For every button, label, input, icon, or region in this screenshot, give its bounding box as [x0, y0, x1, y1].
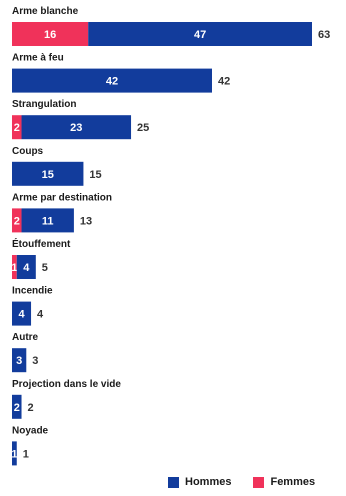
- bar-hommes-arme-a-feu: [12, 68, 212, 93]
- data-label-hommes-noyade: 1: [11, 448, 17, 460]
- bar-hommes-arme-par-destination: [21, 208, 74, 233]
- category-label-arme-par-destination: Arme par destination: [12, 192, 112, 203]
- bar-hommes-projection-dans-le-vide: [12, 394, 22, 419]
- legend-item-hommes: Hommes: [168, 476, 231, 488]
- legend: Hommes Femmes: [168, 476, 337, 488]
- bar-femmes-arme-par-destination: [12, 208, 22, 233]
- bar-hommes-strangulation: [21, 115, 132, 140]
- total-label-arme-blanche: 63: [318, 29, 330, 41]
- total-label-etouffement: 5: [42, 262, 48, 274]
- total-label-arme-par-destination: 13: [80, 215, 92, 227]
- legend-label-hommes: Hommes: [185, 476, 232, 488]
- total-label-autre: 3: [32, 355, 38, 367]
- bar-hommes-etouffement: [16, 255, 36, 279]
- data-label-femmes-arme-par-destination: 2: [14, 215, 20, 227]
- data-label-femmes-strangulation: 2: [14, 122, 20, 134]
- data-label-hommes-autre: 3: [16, 355, 22, 367]
- total-label-projection-dans-le-vide: 2: [28, 402, 34, 414]
- legend-label-femmes: Femmes: [270, 476, 316, 488]
- category-label-arme-blanche: Arme blanche: [12, 6, 79, 17]
- category-label-autre: Autre: [12, 332, 39, 343]
- bar-hommes-coups: [12, 161, 84, 186]
- legend-swatch-hommes: [168, 476, 179, 488]
- total-label-incendie: 4: [37, 309, 44, 321]
- bar-hommes-arme-blanche: [88, 22, 312, 46]
- category-label-coups: Coups: [12, 146, 44, 157]
- data-label-femmes-etouffement: 1: [11, 262, 17, 274]
- bar-femmes-strangulation: [12, 115, 22, 140]
- data-label-hommes-coups: 15: [42, 169, 54, 181]
- data-label-hommes-strangulation: 23: [70, 122, 82, 134]
- data-label-hommes-projection-dans-le-vide: 2: [14, 402, 20, 414]
- total-label-arme-a-feu: 42: [218, 76, 230, 88]
- bar-hommes-incendie: [12, 301, 32, 326]
- legend-swatch-femmes: [253, 476, 265, 488]
- category-label-noyade: Noyade: [12, 425, 49, 436]
- total-label-strangulation: 25: [137, 122, 149, 134]
- category-label-etouffement: Étouffement: [12, 237, 71, 250]
- category-label-incendie: Incendie: [12, 286, 53, 297]
- total-label-coups: 15: [89, 169, 101, 181]
- data-label-femmes-arme-blanche: 16: [44, 29, 56, 41]
- data-label-hommes-etouffement: 4: [23, 262, 30, 274]
- bar-hommes-noyade: [12, 441, 17, 466]
- bar-femmes-etouffement: [12, 255, 17, 279]
- data-label-hommes-incendie: 4: [18, 309, 25, 321]
- bar-hommes-autre: [12, 348, 27, 373]
- category-label-strangulation: Strangulation: [12, 99, 76, 110]
- category-label-projection-dans-le-vide: Projection dans le vide: [12, 379, 121, 390]
- category-label-arme-a-feu: Arme à feu: [12, 53, 64, 64]
- legend-item-femmes: Femmes: [253, 476, 315, 488]
- data-label-hommes-arme-blanche: 47: [194, 29, 206, 41]
- data-label-hommes-arme-a-feu: 42: [106, 76, 118, 88]
- total-label-noyade: 1: [23, 448, 29, 460]
- bar-femmes-arme-blanche: [12, 22, 89, 46]
- data-label-hommes-arme-par-destination: 11: [42, 215, 54, 227]
